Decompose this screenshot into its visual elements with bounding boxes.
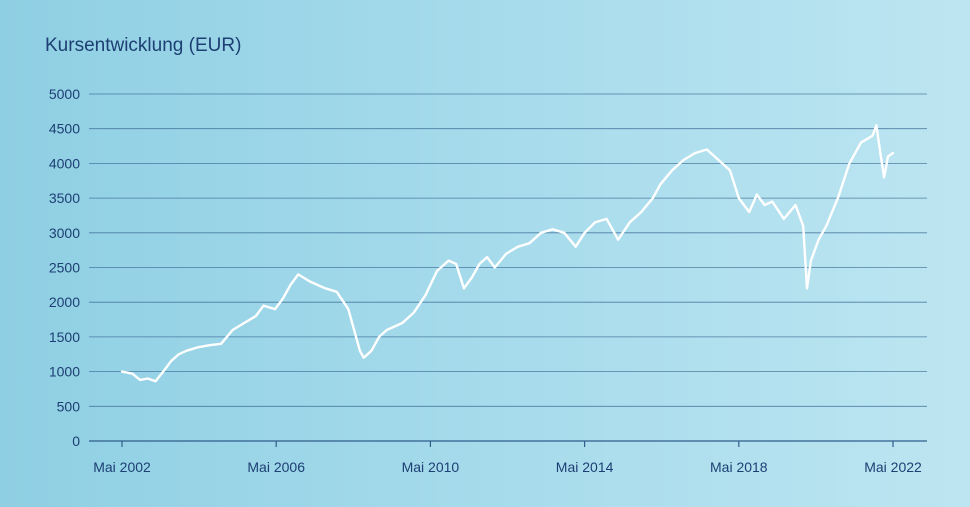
x-tick-label: Mai 2010 <box>402 459 460 475</box>
y-tick-label: 1500 <box>49 329 80 345</box>
price-series-line <box>120 124 895 383</box>
y-tick-label: 3000 <box>49 225 80 241</box>
x-tick-label: Mai 2002 <box>93 459 151 475</box>
y-axis-ticks: 0 500 1000 1500 2000 2500 3000 3500 4000 4500 5000 <box>49 86 80 449</box>
y-tick-label: 4500 <box>49 121 80 137</box>
y-tick-label: 1000 <box>49 364 80 380</box>
x-tick-label: Mai 2006 <box>247 459 305 475</box>
y-tick-label: 2000 <box>49 294 80 310</box>
y-tick-label: 2500 <box>49 260 80 276</box>
y-tick-label: 4000 <box>49 155 80 171</box>
x-tick-label: Mai 2018 <box>710 459 768 475</box>
y-tick-label: 5000 <box>49 86 80 102</box>
x-tick-label: Mai 2014 <box>556 459 614 475</box>
x-tick-label: Mai 2022 <box>864 459 922 475</box>
grid-lines <box>89 93 927 407</box>
chart-title: Kursentwicklung (EUR) <box>45 35 241 56</box>
x-axis-ticks: Mai 2002 Mai 2006 Mai 2010 Mai 2014 Mai 2018… <box>93 441 922 475</box>
y-tick-label: 3500 <box>49 190 80 206</box>
y-tick-label: 500 <box>57 398 81 414</box>
y-tick-label: 0 <box>72 433 80 449</box>
